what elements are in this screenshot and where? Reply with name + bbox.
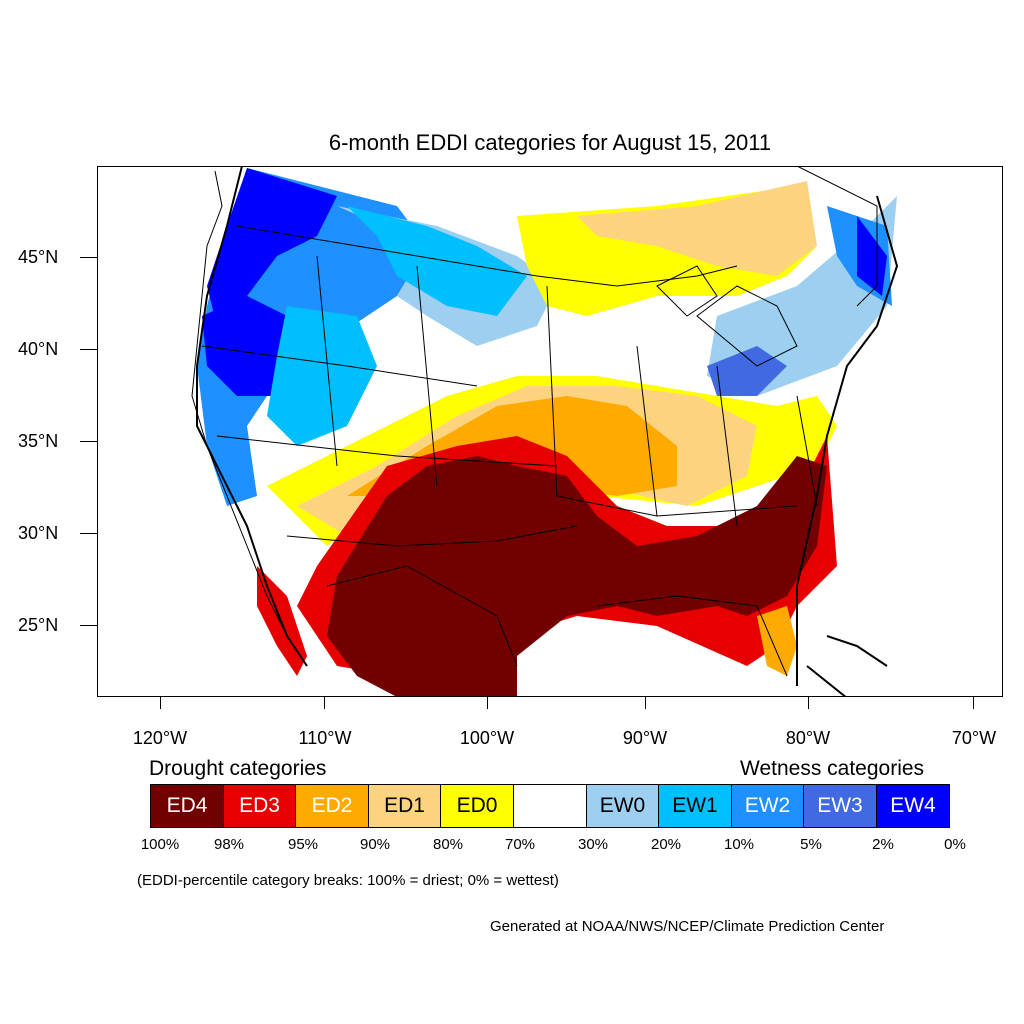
lon-label-100: 100°W [459, 728, 515, 748]
lat-label-30: 30°N [18, 523, 59, 543]
region-ed2-florida [757, 606, 797, 676]
break-label: 70% [504, 836, 536, 853]
break-label: 5% [800, 836, 822, 853]
lon-label-110: 110°W [298, 728, 352, 748]
lon-label-120: 120°W [132, 728, 188, 748]
lat-label-25: 25°N [18, 615, 59, 635]
legend-swatch-ed0: ED0 [440, 784, 514, 828]
map-title: 6-month EDDI categories for August 15, 2… [328, 130, 772, 155]
break-label: 98% [213, 836, 245, 853]
lat-tick [80, 349, 97, 350]
legend-swatch-ew1: EW1 [658, 784, 732, 828]
lat-tick [80, 625, 97, 626]
lat-label-45: 45°N [18, 247, 59, 267]
lon-tick [808, 697, 809, 709]
credit-line: Generated at NOAA/NWS/NCEP/Climate Predi… [490, 918, 885, 935]
legend-swatch-ed3: ED3 [223, 784, 296, 828]
lat-label-35: 35°N [18, 431, 59, 451]
legend-swatch-normal [513, 784, 587, 828]
lon-label-80: 80°W [785, 728, 831, 748]
category-legend: ED4 ED3 ED2 ED1 ED0 EW0 EW1 EW2 EW3 EW4 [150, 784, 950, 830]
lon-tick [487, 697, 488, 709]
eddi-map [97, 166, 1003, 697]
region-ew2-north [347, 206, 527, 316]
lon-label-70: 70°W [951, 728, 997, 748]
break-label: 80% [432, 836, 464, 853]
break-label: 20% [650, 836, 682, 853]
region-ew4-westcoast [202, 296, 287, 396]
lat-tick [80, 441, 97, 442]
wetness-heading: Wetness categories [740, 757, 925, 780]
lat-label-40: 40°N [18, 339, 59, 359]
region-ew3-greatlakes [707, 346, 787, 396]
lon-tick [973, 697, 974, 709]
lat-tick [80, 533, 97, 534]
break-label: 30% [577, 836, 609, 853]
break-label: 95% [287, 836, 319, 853]
break-label: 90% [359, 836, 391, 853]
region-ew4-northwest [207, 168, 337, 326]
region-ew2-basin [267, 306, 377, 446]
region-ew4-northeast [857, 216, 887, 296]
legend-swatch-ew3: EW3 [803, 784, 877, 828]
region-ed4-south [327, 456, 827, 697]
break-label: 100% [140, 836, 180, 853]
drought-heading: Drought categories [149, 757, 327, 780]
lon-label-90: 90°W [622, 728, 668, 748]
break-label: 0% [944, 836, 966, 853]
legend-swatch-ed1: ED1 [368, 784, 441, 828]
category-note: (EDDI-percentile category breaks: 100% =… [137, 872, 559, 889]
lon-tick [324, 697, 325, 709]
legend-swatch-ew0: EW0 [586, 784, 659, 828]
region-ed1-northcentral [577, 181, 817, 276]
break-label: 2% [872, 836, 894, 853]
lon-tick [160, 697, 161, 709]
break-label: 10% [723, 836, 755, 853]
legend-swatch-ed2: ED2 [295, 784, 369, 828]
legend-swatch-ew2: EW2 [731, 784, 804, 828]
legend-swatch-ew4: EW4 [876, 784, 950, 828]
lat-tick [80, 257, 97, 258]
lon-tick [645, 697, 646, 709]
legend-swatch-ed4: ED4 [150, 784, 224, 828]
